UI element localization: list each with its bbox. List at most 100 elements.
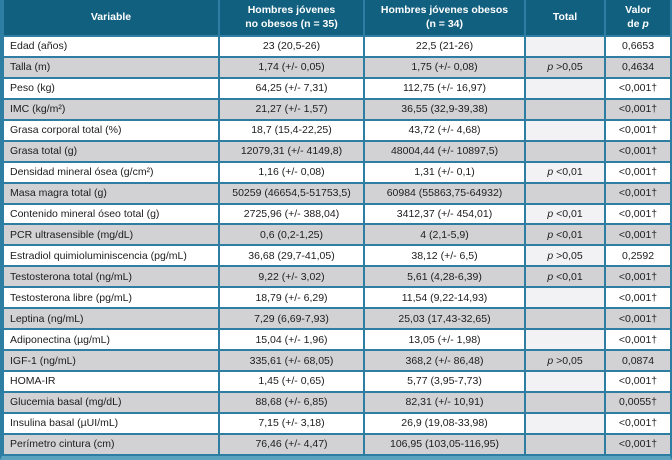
p-value-cell: <0,001† <box>604 202 672 226</box>
no-obesos-value-cell: 15,04 (+/- 1,96) <box>218 328 365 352</box>
variable-label: Insulina basal (µUI/mL) <box>10 417 119 430</box>
variable-cell: PCR ultrasensible (mg/dL) <box>2 223 220 247</box>
variable-label: Peso (kg) <box>10 82 55 95</box>
value-text: 48004,44 (+/- 10897,5) <box>390 145 499 158</box>
table-row: Grasa corporal total (%) 18,7 (15,4-22,25… <box>2 118 672 142</box>
p-value-cell: 0,4634 <box>604 55 672 79</box>
value-text: 0,6 (0,2-1,25) <box>259 228 324 241</box>
value-text: 25,03 (17,43-32,65) <box>398 312 491 325</box>
no-obesos-value-cell: 1,45 (+/- 0,65) <box>218 370 365 393</box>
obesos-value-cell: 1,31 (+/- 0,1) <box>363 160 526 184</box>
table-row: Densidad mineral ósea (g/cm²) 1,16 (+/- 0… <box>2 160 672 184</box>
table-row: Talla (m) 1,74 (+/- 0,05) 1,75 (+/- 0,08) p… <box>2 55 672 79</box>
p-value-cell: <0,001† <box>604 97 672 121</box>
no-obesos-value-cell: 1,16 (+/- 0,08) <box>218 160 365 184</box>
variable-label: IMC (kg/m²) <box>10 103 66 116</box>
p-symbol: p <box>547 270 554 283</box>
total-p-text: <0,01 <box>556 228 583 241</box>
p-value-cell: <0,001† <box>604 223 672 247</box>
p-value-text: <0,001† <box>618 82 658 95</box>
variable-label: Edad (años) <box>10 40 68 53</box>
total-cell: p >0,05 <box>524 349 606 372</box>
column-header-total: Total <box>524 0 606 37</box>
variable-cell: Leptina (ng/mL) <box>2 307 220 331</box>
variable-cell: Grasa corporal total (%) <box>2 118 220 142</box>
value-text: 18,7 (15,4-22,25) <box>251 124 332 137</box>
table-row: Testosterona libre (pg/mL) 18,79 (+/- 6,2… <box>2 286 672 310</box>
obesos-value-cell: 1,75 (+/- 0,08) <box>363 55 526 79</box>
obesos-value-cell: 368,2 (+/- 86,48) <box>363 349 526 372</box>
variable-label: Densidad mineral ósea (g/cm²) <box>10 166 154 179</box>
table-row: Contenido mineral óseo total (g) 2725,96 … <box>2 202 672 226</box>
no-obesos-value-cell: 2725,96 (+/- 388,04) <box>218 202 365 226</box>
no-obesos-value-cell: 335,61 (+/- 68,05) <box>218 349 365 372</box>
column-header-obesos: Hombres jóvenes obesos (n = 34) <box>363 0 526 37</box>
value-text: 13,05 (+/- 1,98) <box>408 333 481 346</box>
table-row: Leptina (ng/mL) 7,29 (6,69-7,93) 25,03 (17… <box>2 307 672 331</box>
obesos-value-cell: 5,61 (4,28-6,39) <box>363 265 526 289</box>
header-label: Hombres jóvenes obesos <box>380 3 509 16</box>
variable-label: Grasa total (g) <box>10 145 78 158</box>
table-row: Peso (kg) 64,25 (+/- 7,31) 112,75 (+/- 16,… <box>2 76 672 100</box>
total-cell: p <0,01 <box>524 160 606 184</box>
total-p-text: <0,01 <box>556 207 583 220</box>
variable-cell: Contenido mineral óseo total (g) <box>2 202 220 226</box>
header-label: (n = 34) <box>425 17 464 30</box>
table-row: HOMA-IR 1,45 (+/- 0,65) 5,77 (3,95-7,73) <0… <box>2 370 672 393</box>
table-row: Glucemia basal (mg/dL) 88,68 (+/- 6,85) 82… <box>2 390 672 414</box>
table-row: IMC (kg/m²) 21,27 (+/- 1,57) 36,55 (32,9-3… <box>2 97 672 121</box>
p-symbol: p <box>547 249 554 262</box>
total-cell <box>524 118 606 142</box>
value-text: 3412,37 (+/- 454,01) <box>396 207 493 220</box>
obesos-value-cell: 82,31 (+/- 10,91) <box>363 390 526 414</box>
value-text: 60984 (55863,75-64932) <box>386 187 503 200</box>
p-symbol: p <box>547 61 554 74</box>
no-obesos-value-cell: 18,79 (+/- 6,29) <box>218 286 365 310</box>
obesos-value-cell: 112,75 (+/- 16,97) <box>363 76 526 100</box>
table-row: Edad (años) 23 (20,5-26) 22,5 (21-26) 0,665… <box>2 35 672 58</box>
no-obesos-value-cell: 7,15 (+/- 3,18) <box>218 411 365 435</box>
p-value-cell: 0,0874 <box>604 349 672 372</box>
no-obesos-value-cell: 88,68 (+/- 6,85) <box>218 390 365 414</box>
p-value-cell: <0,001† <box>604 139 672 163</box>
variable-label: Grasa corporal total (%) <box>10 124 122 137</box>
total-cell: p >0,05 <box>524 55 606 79</box>
header-label: de <box>627 17 640 30</box>
p-value-cell: <0,001† <box>604 432 672 457</box>
value-text: 4 (2,1-5,9) <box>420 228 469 241</box>
p-value-cell: <0,001† <box>604 328 672 352</box>
header-row: Variable Hombres jóvenes no obesos (n = 35… <box>2 0 672 37</box>
total-cell <box>524 139 606 163</box>
variable-cell: Insulina basal (µUI/mL) <box>2 411 220 435</box>
p-value-cell: <0,001† <box>604 181 672 205</box>
value-text: 64,25 (+/- 7,31) <box>255 82 328 95</box>
p-symbol: p <box>547 228 554 241</box>
no-obesos-value-cell: 23 (20,5-26) <box>218 35 365 58</box>
value-text: 43,72 (+/- 4,68) <box>408 124 481 137</box>
total-cell <box>524 390 606 414</box>
variable-cell: Perímetro cintura (cm) <box>2 432 220 457</box>
variable-label: Masa magra total (g) <box>10 187 107 200</box>
value-text: 1,45 (+/- 0,65) <box>258 375 325 388</box>
no-obesos-value-cell: 21,27 (+/- 1,57) <box>218 97 365 121</box>
value-text: 88,68 (+/- 6,85) <box>255 396 328 409</box>
value-text: 7,15 (+/- 3,18) <box>258 417 325 430</box>
variable-cell: Testosterona total (ng/mL) <box>2 265 220 289</box>
value-text: 1,74 (+/- 0,05) <box>258 61 325 74</box>
variable-cell: HOMA-IR <box>2 370 220 393</box>
value-text: 26,9 (19,08-33,98) <box>401 417 488 430</box>
p-value-cell: <0,001† <box>604 265 672 289</box>
variable-label: IGF-1 (ng/mL) <box>10 354 76 367</box>
variable-label: Testosterona total (ng/mL) <box>10 270 132 283</box>
value-text: 36,55 (32,9-39,38) <box>401 103 488 116</box>
variable-cell: Testosterona libre (pg/mL) <box>2 286 220 310</box>
total-cell <box>524 370 606 393</box>
obesos-value-cell: 106,95 (103,05-116,95) <box>363 432 526 457</box>
value-text: 112,75 (+/- 16,97) <box>403 82 486 95</box>
total-cell <box>524 286 606 310</box>
table-row: PCR ultrasensible (mg/dL) 0,6 (0,2-1,25) 4… <box>2 223 672 247</box>
obesos-value-cell: 26,9 (19,08-33,98) <box>363 411 526 435</box>
p-value-text: <0,001† <box>618 207 658 220</box>
value-text: 5,61 (4,28-6,39) <box>407 270 482 283</box>
table-row: Adiponectina (µg/mL) 15,04 (+/- 1,96) 13,0… <box>2 328 672 352</box>
